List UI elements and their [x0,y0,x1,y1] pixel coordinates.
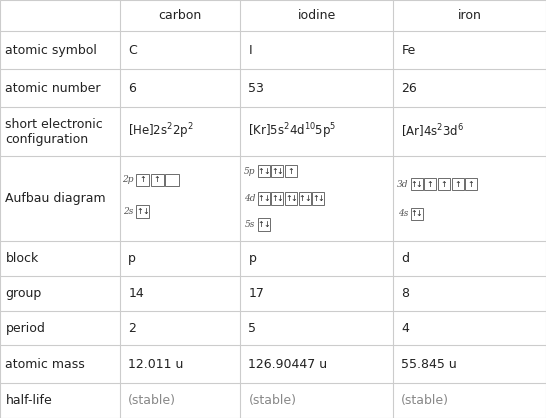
Text: 4: 4 [401,321,409,334]
Text: Aufbau diagram: Aufbau diagram [5,192,106,205]
Text: ↑: ↑ [427,180,434,189]
Bar [424,178,436,190]
Text: $\rm [Kr]5s^24d^{10}5p^5$: $\rm [Kr]5s^24d^{10}5p^5$ [248,122,337,141]
Bar [465,178,477,190]
Text: ↑: ↑ [258,167,264,176]
Bar [452,178,464,190]
Text: 2s: 2s [123,207,134,216]
Text: (stable): (stable) [401,394,449,407]
Text: ↑: ↑ [312,194,319,203]
Bar [136,173,149,186]
Bar [411,208,423,220]
Text: ↓: ↓ [290,194,297,203]
Text: ↑: ↑ [441,180,447,189]
Text: ↑: ↑ [258,220,264,229]
Bar [258,192,270,205]
Bar [271,192,283,205]
Text: iodine: iodine [298,9,336,22]
Text: ↑: ↑ [285,194,292,203]
Text: group: group [5,287,41,300]
Bar [312,192,324,205]
Text: iron: iron [458,9,482,22]
Text: atomic number: atomic number [5,82,101,95]
Text: 6: 6 [128,82,136,95]
Text: I: I [248,44,252,57]
Text: ↑: ↑ [454,180,461,189]
Text: C: C [128,44,137,57]
Text: Fe: Fe [401,44,416,57]
Text: 55.845 u: 55.845 u [401,358,457,371]
Bar [438,178,450,190]
Bar [151,173,164,186]
Text: d: d [401,252,410,265]
Text: (stable): (stable) [248,394,296,407]
Text: ↓: ↓ [416,180,423,189]
Text: ↓: ↓ [277,194,283,203]
Text: ↑: ↑ [468,180,474,189]
Text: 5s: 5s [245,220,256,229]
Text: ↓: ↓ [318,194,324,203]
Text: atomic symbol: atomic symbol [5,44,97,57]
Text: 8: 8 [401,287,410,300]
Text: 5p: 5p [244,167,256,176]
Text: ↑: ↑ [258,194,264,203]
Bar [285,165,297,178]
Text: 126.90447 u: 126.90447 u [248,358,328,371]
Bar [271,165,283,178]
Text: atomic mass: atomic mass [5,358,85,371]
Text: ↑: ↑ [154,175,161,184]
Text: 5: 5 [248,321,257,334]
Text: ↑: ↑ [299,194,305,203]
Bar [411,178,423,190]
Text: ↓: ↓ [263,167,270,176]
Text: ↑: ↑ [271,167,278,176]
Text: p: p [128,252,136,265]
Bar [165,173,179,186]
Text: ↓: ↓ [416,209,423,219]
Text: 2p: 2p [122,175,134,184]
Text: ↓: ↓ [277,167,283,176]
Text: short electronic
configuration: short electronic configuration [5,117,103,145]
Text: 53: 53 [248,82,264,95]
Text: (stable): (stable) [128,394,176,407]
Text: $\rm [He]2s^22p^2$: $\rm [He]2s^22p^2$ [128,122,194,141]
Text: half-life: half-life [5,394,52,407]
Text: ↓: ↓ [263,194,270,203]
Text: ↓: ↓ [263,220,270,229]
Text: 14: 14 [128,287,144,300]
Bar [299,192,311,205]
Text: $\rm [Ar]4s^23d^6$: $\rm [Ar]4s^23d^6$ [401,123,465,140]
Text: ↓: ↓ [142,207,149,216]
Text: 4d: 4d [244,194,256,203]
Text: 12.011 u: 12.011 u [128,358,183,371]
Text: 26: 26 [401,82,417,95]
Text: ↑: ↑ [136,207,143,216]
Text: period: period [5,321,45,334]
Text: carbon: carbon [158,9,202,22]
Bar [285,192,297,205]
Text: ↑: ↑ [411,209,417,219]
Text: 17: 17 [248,287,264,300]
Text: 2: 2 [128,321,136,334]
Bar [136,205,149,218]
Text: block: block [5,252,39,265]
Bar [258,218,270,231]
Text: ↑: ↑ [139,175,146,184]
Text: 4s: 4s [398,209,408,219]
Text: 3d: 3d [397,180,408,189]
Bar [258,165,270,178]
Text: ↓: ↓ [304,194,311,203]
Text: ↑: ↑ [411,180,417,189]
Text: p: p [248,252,256,265]
Text: ↑: ↑ [271,194,278,203]
Text: ↑: ↑ [288,167,294,176]
